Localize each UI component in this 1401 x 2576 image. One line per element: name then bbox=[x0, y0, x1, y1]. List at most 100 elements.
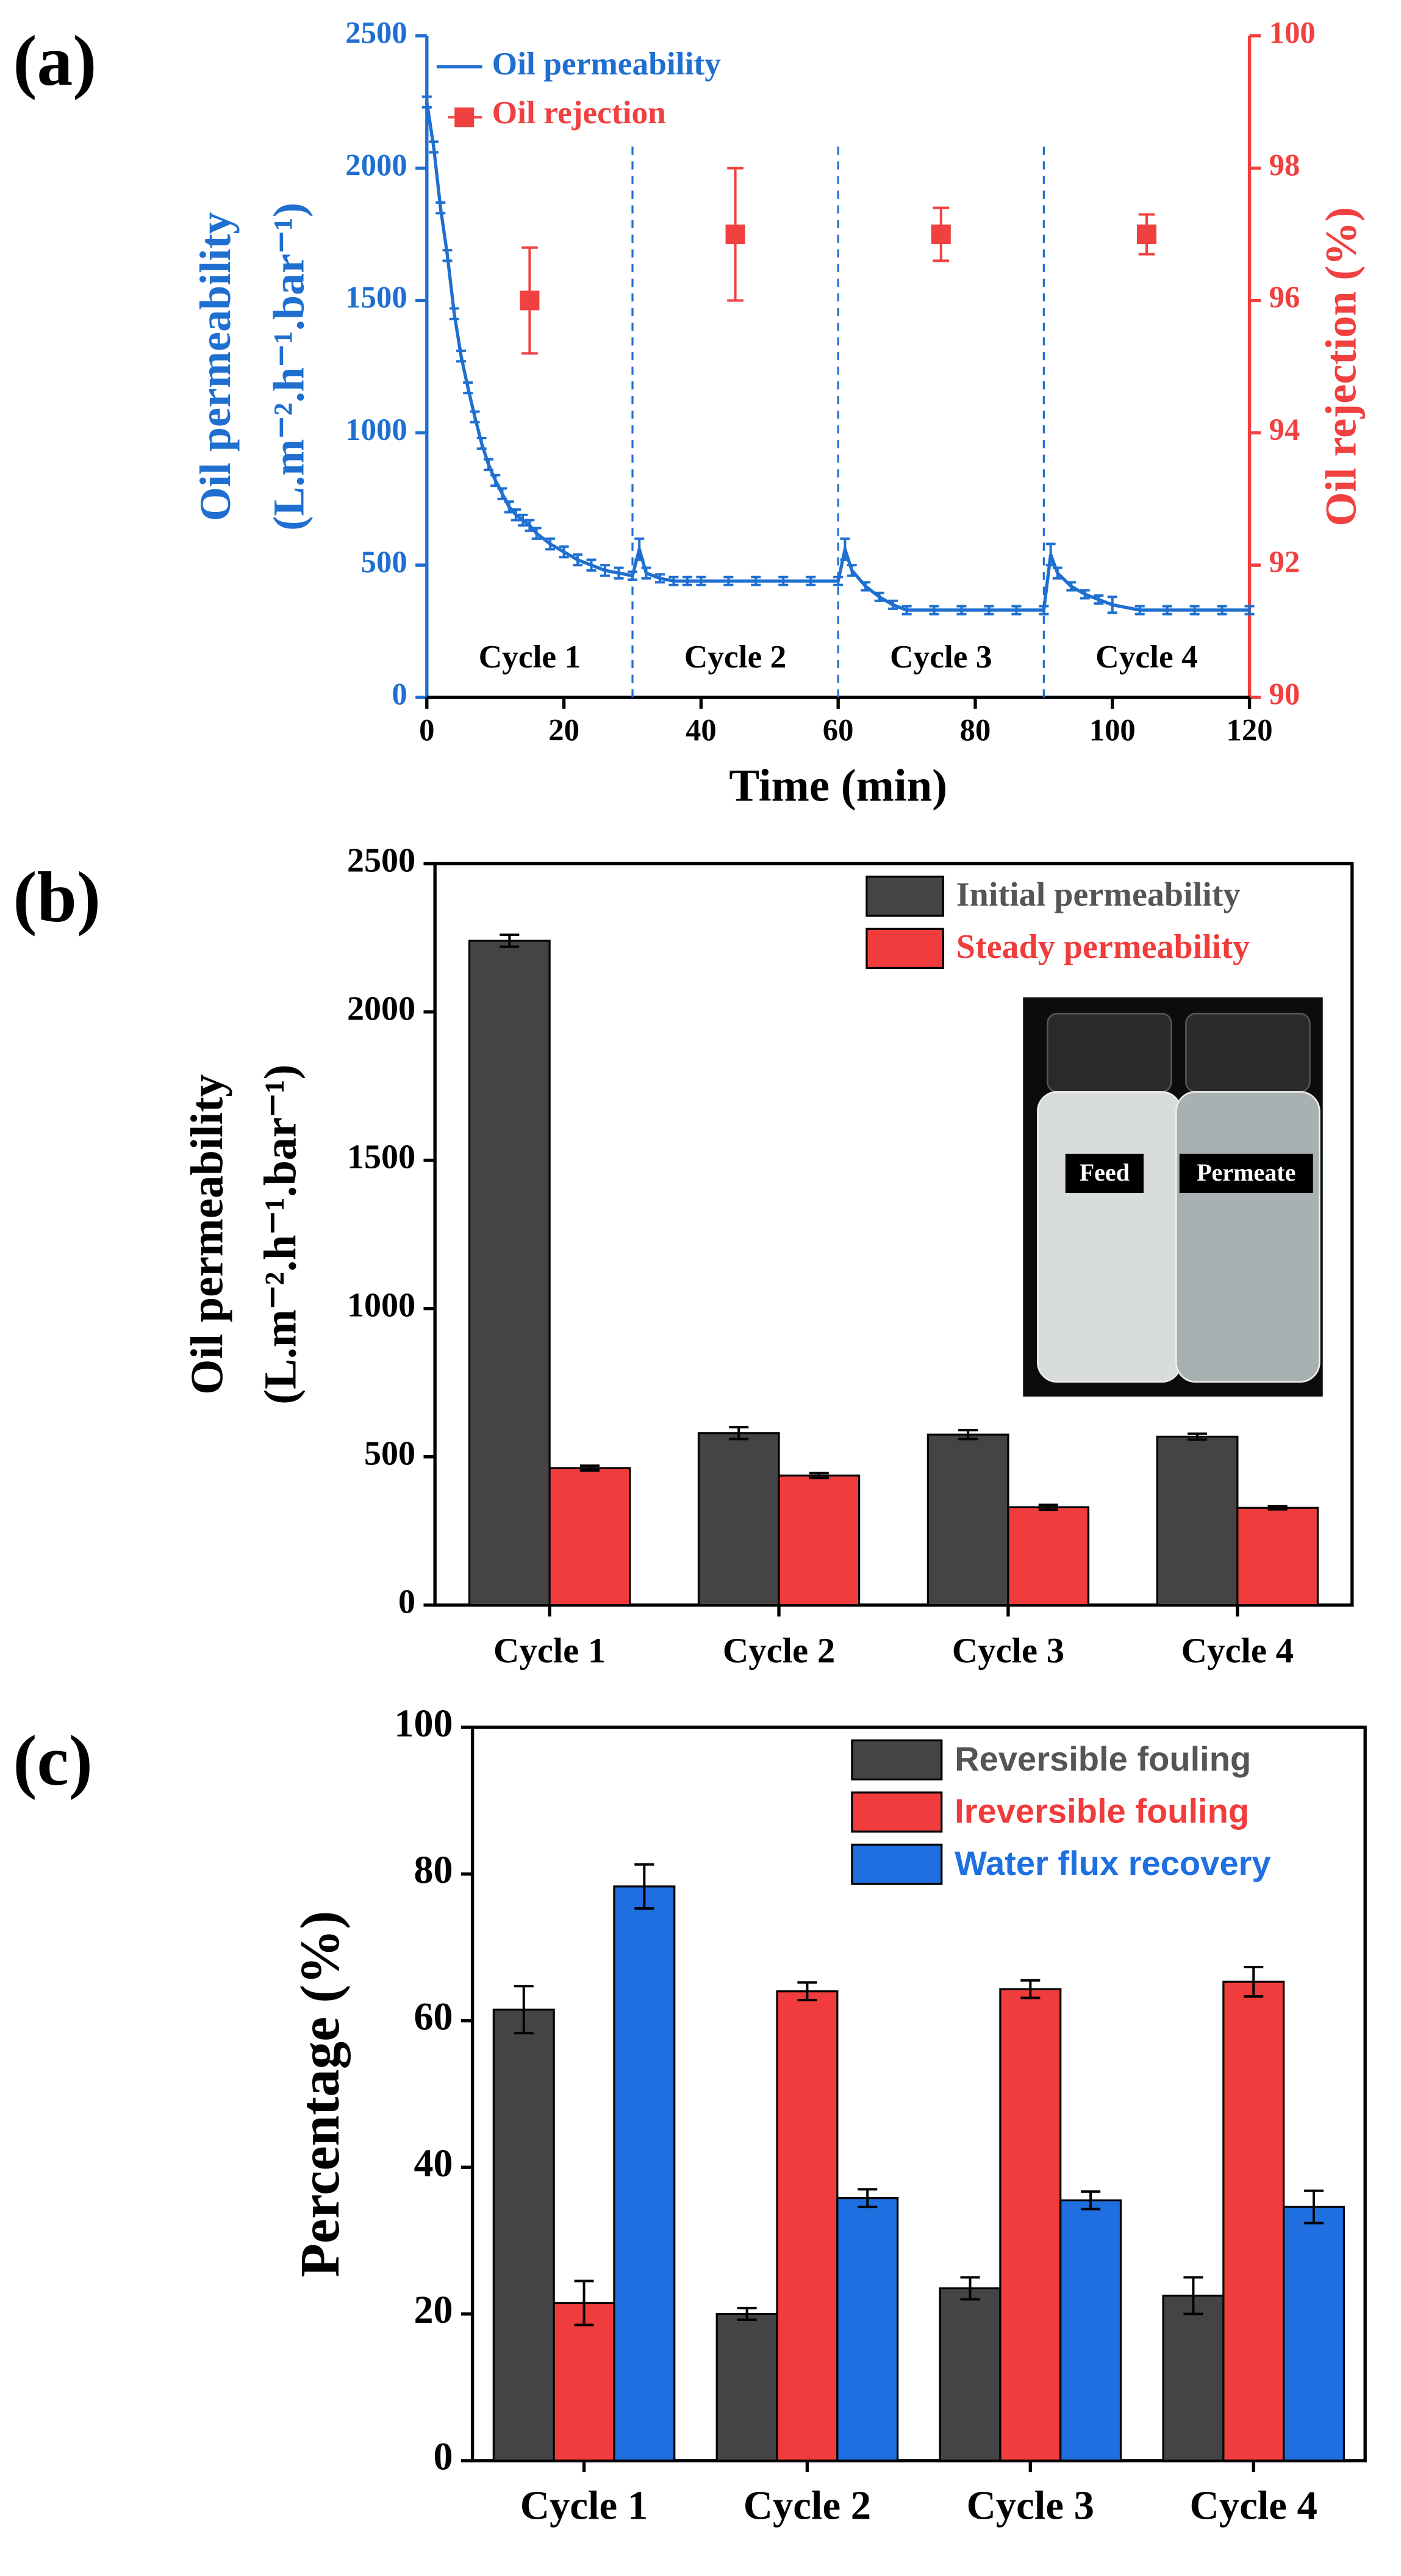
cycle-label: Cycle 1 bbox=[479, 638, 581, 675]
y-tick-label: 98 bbox=[1269, 148, 1300, 182]
cycle-label: Cycle 3 bbox=[890, 638, 992, 675]
y-tick-label: 1000 bbox=[345, 412, 407, 447]
legend-label: Reversible fouling bbox=[955, 1740, 1251, 1778]
y-tick-label: 20 bbox=[414, 2288, 453, 2331]
legend-label: Steady permeability bbox=[956, 928, 1250, 966]
panel-label: (b) bbox=[13, 857, 101, 937]
bar bbox=[492, 2009, 555, 2462]
inset-label: Permeate bbox=[1197, 1159, 1295, 1186]
y-tick-label: 500 bbox=[364, 1435, 415, 1473]
y-axis-label: (L.m⁻².h⁻¹.bar⁻¹) bbox=[256, 1064, 306, 1404]
bar bbox=[926, 1433, 1009, 1606]
y-axis-label: Oil permeability bbox=[182, 1074, 232, 1394]
y-tick-label: 0 bbox=[398, 1583, 415, 1621]
rejection-point bbox=[725, 225, 745, 245]
y-tick-label: 2000 bbox=[345, 148, 407, 182]
vial-body bbox=[1175, 1091, 1320, 1383]
vial-body bbox=[1037, 1091, 1182, 1383]
panel-label: (c) bbox=[13, 1721, 92, 1801]
bar bbox=[548, 1467, 631, 1606]
vial-cap bbox=[1047, 1012, 1172, 1093]
y-tick-label: 2500 bbox=[347, 841, 415, 879]
legend-swatch bbox=[851, 1791, 943, 1833]
x-tick-label: Cycle 4 bbox=[1190, 2483, 1317, 2528]
x-tick-label: Cycle 2 bbox=[743, 2483, 871, 2528]
bar bbox=[715, 2312, 778, 2462]
x-tick-label: 100 bbox=[1089, 713, 1136, 747]
plot-frame bbox=[433, 862, 1354, 1607]
y-tick-label: 90 bbox=[1269, 677, 1300, 711]
label-bg bbox=[1065, 1153, 1144, 1193]
legend-marker bbox=[454, 107, 475, 128]
plot-frame bbox=[470, 1725, 1367, 2463]
x-tick-label: Cycle 1 bbox=[493, 1630, 606, 1670]
y2-axis-label: Oil rejection (%) bbox=[1317, 207, 1366, 526]
x-tick-label: 20 bbox=[548, 713, 579, 747]
x-tick-label: 80 bbox=[960, 713, 991, 747]
bar bbox=[1283, 2206, 1345, 2462]
legend-swatch bbox=[865, 927, 945, 970]
y-tick-label: 80 bbox=[414, 1848, 453, 1891]
legend-label: Oil permeability bbox=[492, 45, 722, 82]
y-tick-label: 96 bbox=[1269, 280, 1300, 314]
legend-label: Water flux recovery bbox=[955, 1844, 1270, 1882]
bar bbox=[468, 940, 551, 1606]
y-tick-label: 100 bbox=[394, 1702, 453, 1745]
bar bbox=[1007, 1506, 1090, 1606]
legend-label: Oil rejection bbox=[492, 94, 666, 131]
bar bbox=[939, 2287, 1001, 2462]
y-tick-label: 0 bbox=[433, 2435, 453, 2478]
bar bbox=[613, 1885, 676, 2462]
legend-swatch bbox=[851, 1843, 943, 1885]
legend-label: Initial permeability bbox=[956, 876, 1241, 913]
bar bbox=[697, 1432, 780, 1606]
inset-label: Feed bbox=[1080, 1159, 1130, 1186]
rejection-point bbox=[1136, 225, 1156, 245]
y-tick-label: 500 bbox=[361, 545, 407, 579]
x-tick-label: 60 bbox=[823, 713, 854, 747]
rejection-point bbox=[520, 290, 540, 311]
y-tick-label: 60 bbox=[414, 1995, 453, 2038]
vial-cap bbox=[1185, 1012, 1311, 1093]
y-tick-label: 2000 bbox=[347, 990, 415, 1027]
y-tick-label: 94 bbox=[1269, 412, 1300, 447]
panel-label: (a) bbox=[13, 21, 96, 101]
bar bbox=[776, 1990, 839, 2462]
x-tick-label: 0 bbox=[419, 713, 434, 747]
x-tick-label: 40 bbox=[686, 713, 717, 747]
bar bbox=[553, 2301, 615, 2462]
legend-swatch bbox=[851, 1739, 943, 1781]
bar bbox=[1236, 1506, 1319, 1606]
y-axis-label: Percentage (%) bbox=[289, 1911, 351, 2278]
x-tick-label: Cycle 4 bbox=[1181, 1630, 1294, 1670]
x-tick-label: Cycle 3 bbox=[952, 1630, 1064, 1670]
cycle-label: Cycle 4 bbox=[1095, 638, 1198, 675]
legend-swatch bbox=[865, 876, 945, 917]
cycle-label: Cycle 2 bbox=[684, 638, 787, 675]
y-tick-label: 1500 bbox=[347, 1138, 415, 1176]
bar bbox=[1222, 1981, 1285, 2462]
y-tick-label: 2500 bbox=[345, 15, 407, 49]
y-axis-label: Oil permeability bbox=[191, 212, 240, 522]
bar bbox=[1156, 1436, 1239, 1606]
x-axis-label: Time (min) bbox=[729, 760, 947, 811]
bar bbox=[836, 2197, 899, 2462]
x-tick-label: 120 bbox=[1227, 713, 1273, 747]
y-axis-label: (L.m⁻².h⁻¹.bar⁻¹) bbox=[264, 203, 313, 531]
x-tick-label: Cycle 2 bbox=[723, 1630, 835, 1670]
legend-label: Ireversible fouling bbox=[955, 1791, 1249, 1830]
y-tick-label: 100 bbox=[1269, 15, 1316, 49]
x-tick-label: Cycle 1 bbox=[520, 2483, 648, 2528]
bar bbox=[778, 1474, 861, 1606]
rejection-point bbox=[931, 225, 951, 245]
x-tick-label: Cycle 3 bbox=[967, 2483, 1094, 2528]
bar bbox=[1162, 2294, 1225, 2462]
label-bg bbox=[1179, 1153, 1313, 1193]
y-tick-label: 0 bbox=[392, 677, 407, 711]
y-tick-label: 92 bbox=[1269, 545, 1300, 579]
bar bbox=[999, 1988, 1062, 2462]
y-tick-label: 1000 bbox=[347, 1287, 415, 1325]
bar bbox=[1059, 2199, 1122, 2462]
y-tick-label: 1500 bbox=[345, 280, 407, 314]
